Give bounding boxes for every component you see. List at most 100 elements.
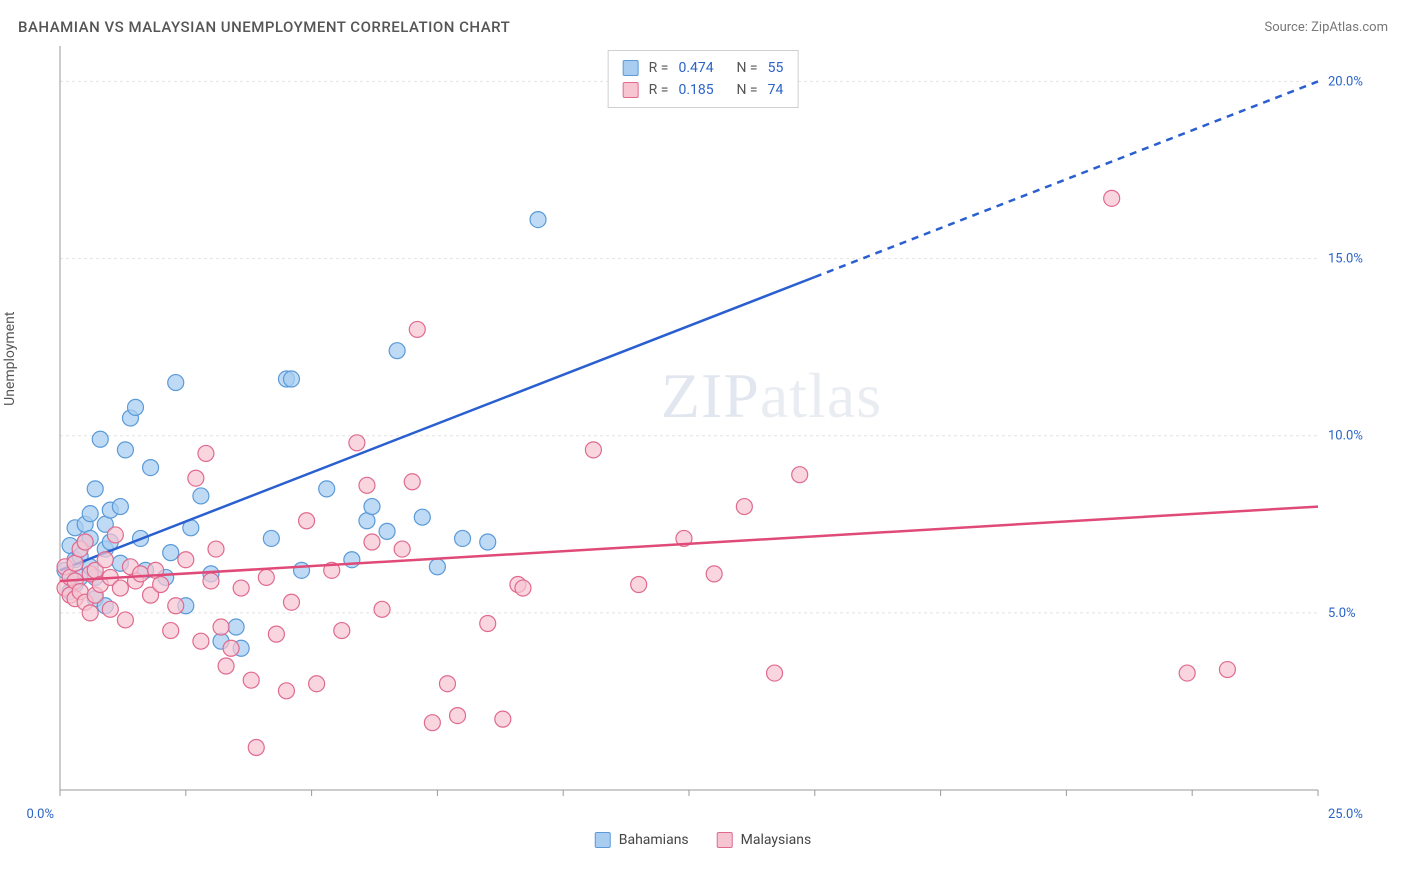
data-point [198, 445, 214, 461]
y-axis-label: Unemployment [2, 312, 18, 406]
data-point [188, 470, 204, 486]
data-point [233, 580, 249, 596]
data-point [77, 534, 93, 550]
svg-text:0.0%: 0.0% [26, 807, 54, 822]
data-point [153, 577, 169, 593]
data-point [404, 474, 420, 490]
data-point [133, 566, 149, 582]
data-point [379, 523, 395, 539]
data-point [429, 559, 445, 575]
legend-swatch [717, 832, 733, 848]
stats-row: R = 0.474 N = 55 [623, 57, 784, 79]
data-point [530, 212, 546, 228]
data-point [127, 399, 143, 415]
svg-text:10.0%: 10.0% [1328, 429, 1363, 444]
data-point [389, 343, 405, 359]
svg-text:15.0%: 15.0% [1328, 252, 1363, 267]
data-point [319, 481, 335, 497]
data-point [82, 605, 98, 621]
data-point [178, 552, 194, 568]
data-point [163, 545, 179, 561]
data-point [213, 619, 229, 635]
data-point [193, 633, 209, 649]
data-point [82, 506, 98, 522]
data-point [112, 580, 128, 596]
legend-label: Malaysians [741, 832, 812, 848]
data-point [455, 530, 471, 546]
data-point [374, 601, 390, 617]
data-point [168, 598, 184, 614]
stats-legend-box: R = 0.474 N = 55R = 0.185 N = 74 [608, 50, 799, 108]
data-point [203, 573, 219, 589]
data-point [439, 676, 455, 692]
data-point [143, 460, 159, 476]
n-value: 55 [768, 57, 784, 79]
legend-swatch [595, 832, 611, 848]
chart-wrapper: BAHAMIAN VS MALAYSIAN UNEMPLOYMENT CORRE… [0, 0, 1406, 892]
data-point [585, 442, 601, 458]
r-value: 0.474 [678, 57, 726, 79]
data-point [349, 435, 365, 451]
data-point [283, 371, 299, 387]
data-point [107, 527, 123, 543]
data-point [117, 442, 133, 458]
data-point [294, 562, 310, 578]
data-point [424, 715, 440, 731]
data-point [299, 513, 315, 529]
data-point [334, 623, 350, 639]
data-point [243, 672, 259, 688]
stats-row: R =0.185N =74 [623, 79, 784, 101]
data-point [1179, 665, 1195, 681]
data-point [1219, 662, 1235, 678]
chart-title: BAHAMIAN VS MALAYSIAN UNEMPLOYMENT CORRE… [18, 18, 510, 36]
data-point [736, 499, 752, 515]
data-point [515, 580, 531, 596]
data-point [223, 640, 239, 656]
data-point [92, 431, 108, 447]
data-point [364, 499, 380, 515]
n-label: N = [736, 57, 757, 79]
data-point [364, 534, 380, 550]
legend-item: Malaysians [717, 832, 812, 848]
data-point [344, 552, 360, 568]
data-point [450, 708, 466, 724]
data-point [117, 612, 133, 628]
r-label: R = [649, 57, 669, 79]
svg-text:20.0%: 20.0% [1328, 74, 1363, 89]
data-point [263, 530, 279, 546]
stats-swatch [623, 60, 639, 76]
chart-area: Unemployment 5.0%10.0%15.0%20.0%0.0%25.0… [18, 40, 1388, 850]
trend-line-dashed [815, 81, 1318, 277]
data-point [283, 594, 299, 610]
chart-header: BAHAMIAN VS MALAYSIAN UNEMPLOYMENT CORRE… [18, 18, 1388, 36]
trend-line [60, 507, 1318, 581]
data-point [792, 467, 808, 483]
data-point [359, 477, 375, 493]
data-point [394, 541, 410, 557]
scatter-plot-svg: 5.0%10.0%15.0%20.0%0.0%25.0% [18, 40, 1388, 850]
data-point [268, 626, 284, 642]
data-point [102, 601, 118, 617]
data-point [480, 534, 496, 550]
data-point [248, 739, 264, 755]
r-value: 0.185 [678, 79, 726, 101]
n-value: 74 [768, 79, 784, 101]
data-point [168, 375, 184, 391]
data-point [309, 676, 325, 692]
data-point [163, 623, 179, 639]
trend-line [60, 277, 815, 570]
n-label: N = [736, 79, 757, 101]
data-point [706, 566, 722, 582]
svg-text:25.0%: 25.0% [1328, 807, 1363, 822]
legend-label: Bahamians [619, 832, 689, 848]
data-point [193, 488, 209, 504]
data-point [480, 615, 496, 631]
data-point [414, 509, 430, 525]
data-point [1104, 190, 1120, 206]
legend-item: Bahamians [595, 832, 689, 848]
series-legend: Bahamians Malaysians [595, 832, 812, 848]
data-point [495, 711, 511, 727]
data-point [87, 481, 103, 497]
data-point [218, 658, 234, 674]
data-point [228, 619, 244, 635]
